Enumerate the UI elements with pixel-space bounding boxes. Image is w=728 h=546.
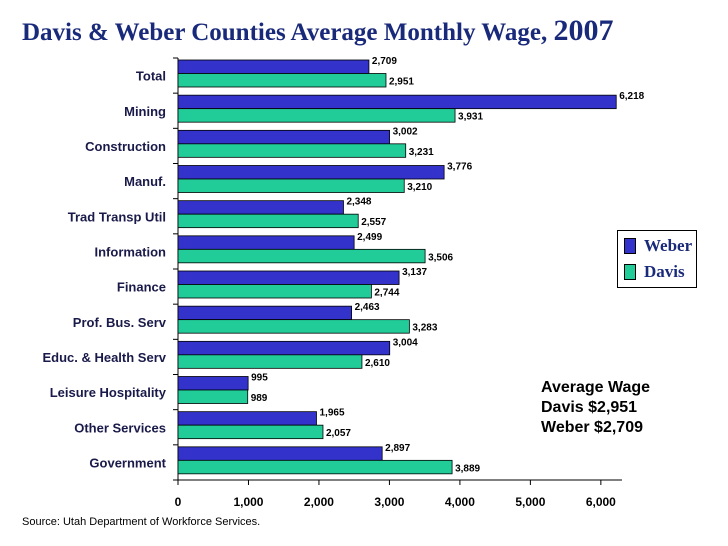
average-wage-weber: Weber $2,709	[541, 419, 643, 436]
legend-swatch-davis	[624, 264, 636, 280]
bar-weber	[177, 129, 390, 145]
x-tick-label: 3,000	[374, 495, 404, 509]
data-label-weber: 2,499	[357, 232, 382, 243]
x-tick-label: 4,000	[445, 495, 475, 509]
bar-davis	[177, 108, 456, 123]
bar-davis	[177, 73, 387, 88]
bar-davis	[177, 178, 405, 193]
bar-davis	[177, 424, 324, 440]
bar-weber	[177, 411, 317, 426]
data-label-davis: 2,744	[374, 288, 399, 299]
data-label-davis: 3,931	[458, 112, 483, 123]
data-label-weber: 995	[251, 373, 268, 384]
data-label-weber: 3,002	[393, 126, 418, 137]
bar-davis	[177, 319, 410, 334]
category-label: Manuf.	[124, 174, 166, 189]
title-text: Davis & Weber Counties Average Monthly W…	[22, 19, 548, 46]
bar-weber	[177, 235, 355, 250]
x-tick-label: 5,000	[515, 495, 545, 509]
data-label-weber: 1,965	[319, 408, 344, 419]
legend-swatch-weber	[624, 238, 636, 254]
bar-davis	[177, 213, 359, 229]
category-label: Prof. Bus. Serv	[73, 315, 167, 330]
bar-weber	[177, 376, 249, 391]
bar-davis	[177, 284, 372, 299]
legend-label-weber: Weber	[644, 236, 693, 255]
bar-davis	[177, 459, 453, 475]
legend: Weber Davis	[617, 230, 697, 288]
x-tick-label: 2,000	[304, 495, 334, 509]
legend-label-davis: Davis	[644, 262, 685, 281]
bar-weber	[177, 340, 391, 356]
data-label-weber: 6,218	[619, 91, 644, 102]
data-label-davis: 2,057	[326, 428, 351, 439]
data-label-davis: 989	[251, 393, 268, 404]
bar-davis	[177, 389, 249, 404]
category-label: Construction	[85, 139, 166, 154]
data-label-davis: 3,210	[407, 182, 432, 193]
category-label: Government	[89, 455, 166, 470]
average-wage-heading: Average Wage	[541, 379, 651, 396]
bar-weber	[177, 59, 370, 74]
source-note: Source: Utah Department of Workforce Ser…	[22, 516, 261, 528]
data-label-davis: 3,231	[409, 147, 434, 158]
category-label: Information	[95, 244, 167, 259]
category-label: Educ. & Health Serv	[42, 350, 166, 365]
data-label-davis: 2,610	[365, 358, 390, 369]
data-label-weber: 2,348	[346, 197, 371, 208]
data-label-weber: 2,897	[385, 443, 410, 454]
bar-davis	[177, 354, 363, 369]
bar-weber	[177, 446, 383, 461]
chart-title: Davis & Weber Counties Average Monthly W…	[22, 14, 712, 48]
data-label-weber: 3,137	[402, 267, 427, 278]
category-label: Leisure Hospitality	[50, 385, 167, 400]
data-label-davis: 2,557	[361, 217, 386, 228]
bar-davis	[177, 248, 426, 264]
bar-weber	[177, 94, 617, 110]
category-label: Finance	[117, 280, 166, 295]
data-label-weber: 2,709	[372, 56, 397, 67]
data-label-davis: 3,506	[428, 252, 453, 263]
legend-item-davis: Davis	[624, 261, 685, 283]
average-wage-annotation: Average Wage Davis $2,951 Weber $2,709	[541, 378, 650, 438]
x-tick-label: 0	[175, 495, 182, 509]
bar-weber	[177, 165, 445, 180]
title-year: 2007	[553, 14, 614, 47]
bar-weber	[177, 200, 344, 215]
data-label-davis: 3,283	[412, 323, 437, 334]
data-label-weber: 2,463	[355, 302, 380, 313]
legend-item-weber: Weber	[624, 235, 692, 257]
category-label: Other Services	[74, 420, 166, 435]
average-wage-davis: Davis $2,951	[541, 399, 638, 416]
bar-weber	[177, 305, 352, 321]
bar-weber	[177, 270, 400, 285]
data-label-weber: 3,004	[393, 337, 418, 348]
category-label: Total	[136, 69, 166, 84]
data-label-weber: 3,776	[447, 162, 472, 173]
x-tick-label: 1,000	[233, 495, 263, 509]
category-label: Trad Transp Util	[68, 209, 166, 224]
bar-davis	[177, 143, 407, 158]
x-tick-label: 6,000	[586, 495, 616, 509]
category-label: Mining	[124, 104, 166, 119]
data-label-davis: 2,951	[389, 77, 414, 88]
data-label-davis: 3,889	[455, 463, 480, 474]
